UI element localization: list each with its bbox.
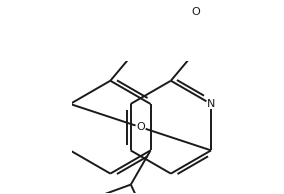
Text: O: O [192,7,201,17]
Text: N: N [207,99,215,109]
Text: O: O [136,122,145,132]
